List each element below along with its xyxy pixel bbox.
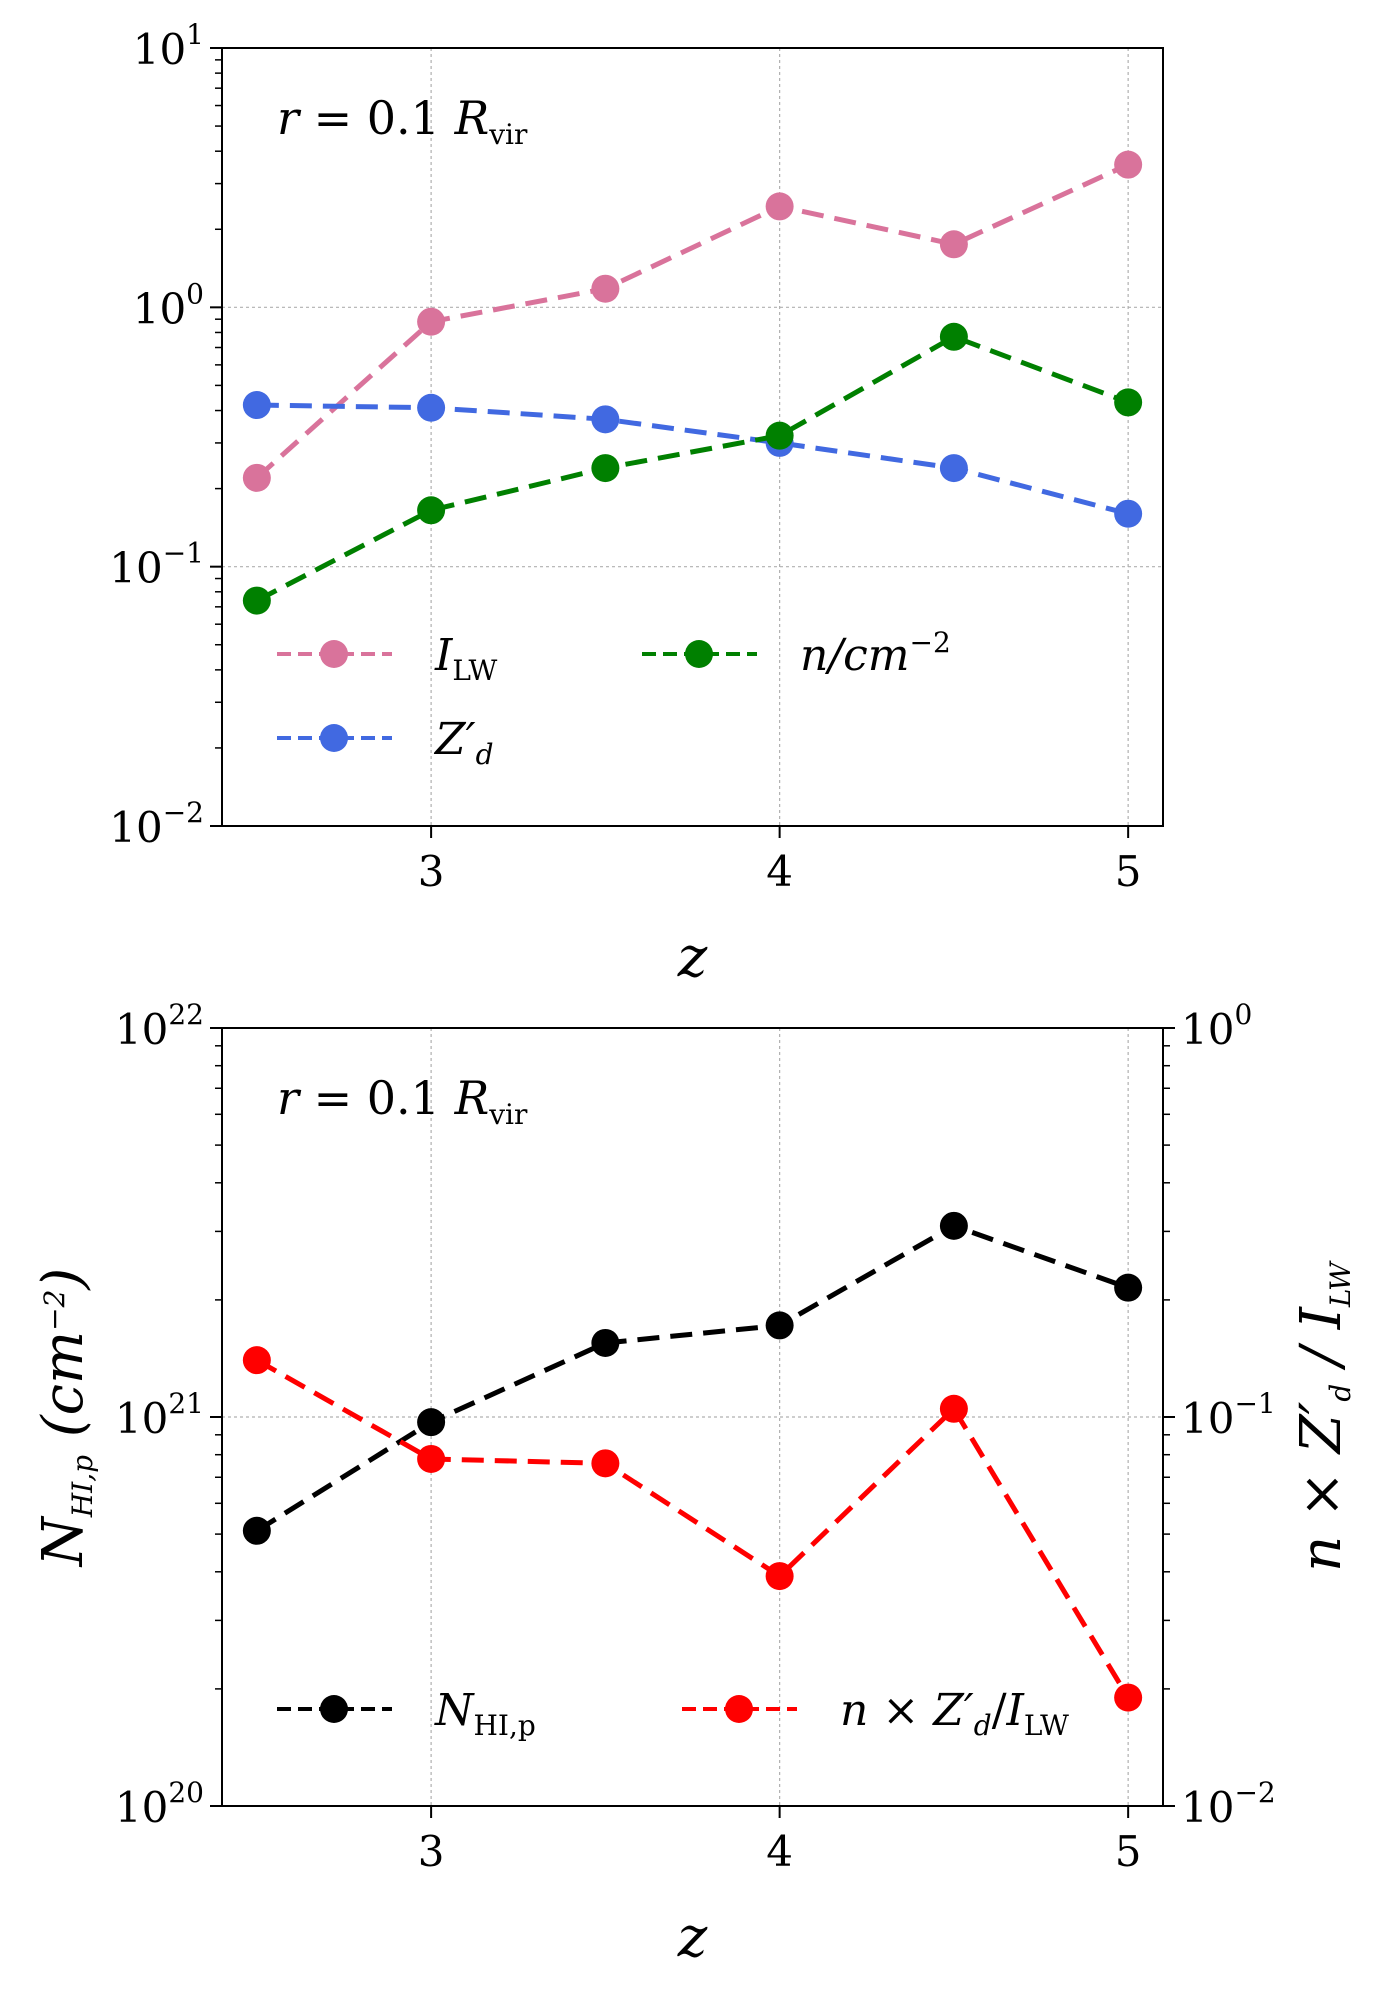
series-line-1 bbox=[255, 1357, 1131, 1699]
legend-entry-0: ILW​ bbox=[277, 630, 498, 687]
data-point bbox=[417, 1408, 446, 1437]
series-line-2 bbox=[255, 334, 1130, 603]
data-point bbox=[1114, 1273, 1143, 1302]
y-tick-label-right: 100 bbox=[1181, 998, 1252, 1054]
x-axis-label: z bbox=[677, 1905, 708, 1970]
data-point bbox=[417, 307, 446, 336]
data-point bbox=[939, 1211, 968, 1240]
legend-entry-1: n × Z′d​/ILW bbox=[682, 1685, 1069, 1742]
data-point bbox=[417, 496, 446, 525]
series-line-0 bbox=[255, 162, 1130, 480]
data-point bbox=[242, 1516, 271, 1545]
data-point bbox=[939, 454, 968, 483]
y-tick-label-left: 1021 bbox=[115, 1387, 204, 1443]
data-point bbox=[939, 322, 968, 351]
legend-marker bbox=[320, 640, 348, 668]
annotation: r = 0.1 Rvir bbox=[277, 1071, 528, 1131]
data-point bbox=[591, 274, 620, 303]
y-tick-label-left: 100 bbox=[133, 277, 204, 333]
y-tick-label-left: 10−1 bbox=[109, 537, 204, 593]
legend-marker bbox=[320, 1695, 348, 1723]
chart-panel-2: 3 4 5 z 1020 1021 1022 10−2 10−1 100 NHI,p (cm−2) n… bbox=[31, 998, 1357, 1970]
data-point bbox=[242, 463, 271, 492]
legend-label: n/cm−2​ bbox=[800, 626, 951, 681]
data-point bbox=[939, 230, 968, 259]
data-point bbox=[1114, 150, 1143, 179]
data-point bbox=[765, 421, 794, 450]
data-point bbox=[591, 454, 620, 483]
legend-marker bbox=[725, 1695, 753, 1723]
legend-label: NHI,p​ bbox=[434, 1685, 536, 1742]
x-axis-label: z bbox=[677, 925, 708, 990]
legend-label: ILW​ bbox=[434, 630, 498, 687]
y-tick-label-left: 10−2 bbox=[109, 796, 204, 852]
y-tick-label-left: 101 bbox=[133, 18, 204, 74]
data-point bbox=[1114, 1683, 1143, 1712]
data-point bbox=[242, 1346, 271, 1375]
data-point bbox=[417, 393, 446, 422]
plot-frame bbox=[221, 47, 1164, 827]
x-tick-label: 4 bbox=[766, 847, 793, 896]
legend-marker bbox=[320, 724, 348, 752]
annotation: r = 0.1 Rvir bbox=[277, 91, 528, 151]
chart-panel-1: 3 4 5 z 10−2 10−1 100 101 r = 0.1 Rvir ILW​ Z′d​ n/… bbox=[109, 18, 1164, 990]
data-point bbox=[242, 586, 271, 615]
y-tick-label-left: 1020 bbox=[115, 1776, 204, 1832]
x-tick-label: 3 bbox=[418, 1827, 445, 1876]
data-point bbox=[591, 1449, 620, 1478]
legend-entry-2: n/cm−2​ bbox=[642, 626, 951, 681]
legend-label: Z′d​ bbox=[433, 714, 494, 771]
y-tick-label-right: 10−2 bbox=[1181, 1776, 1276, 1832]
data-point bbox=[939, 1394, 968, 1423]
legend-label: n × Z′d​/ILW bbox=[840, 1685, 1069, 1742]
data-point bbox=[765, 1562, 794, 1591]
legend-entry-0: NHI,p​ bbox=[277, 1685, 536, 1742]
data-point bbox=[591, 405, 620, 434]
legend-entry-1: Z′d​ bbox=[277, 714, 494, 771]
data-point bbox=[591, 1328, 620, 1357]
x-tick-label: 5 bbox=[1115, 1827, 1142, 1876]
series-line-1 bbox=[256, 402, 1129, 517]
data-point bbox=[765, 192, 794, 221]
x-tick-label: 5 bbox=[1115, 847, 1142, 896]
legend-marker bbox=[685, 640, 713, 668]
y-axis-label-right: n × Z′d / ILW bbox=[1289, 1260, 1357, 1572]
data-point bbox=[1114, 388, 1143, 417]
data-point bbox=[765, 1311, 794, 1340]
x-tick-label: 4 bbox=[766, 1827, 793, 1876]
y-tick-label-left: 1022 bbox=[115, 998, 204, 1054]
y-tick-label-right: 10−1 bbox=[1181, 1387, 1276, 1443]
data-point bbox=[1114, 499, 1143, 528]
data-point bbox=[417, 1444, 446, 1473]
x-tick-label: 3 bbox=[418, 847, 445, 896]
y-axis-label-left: NHI,p (cm−2) bbox=[31, 1268, 99, 1569]
data-point bbox=[242, 391, 271, 420]
